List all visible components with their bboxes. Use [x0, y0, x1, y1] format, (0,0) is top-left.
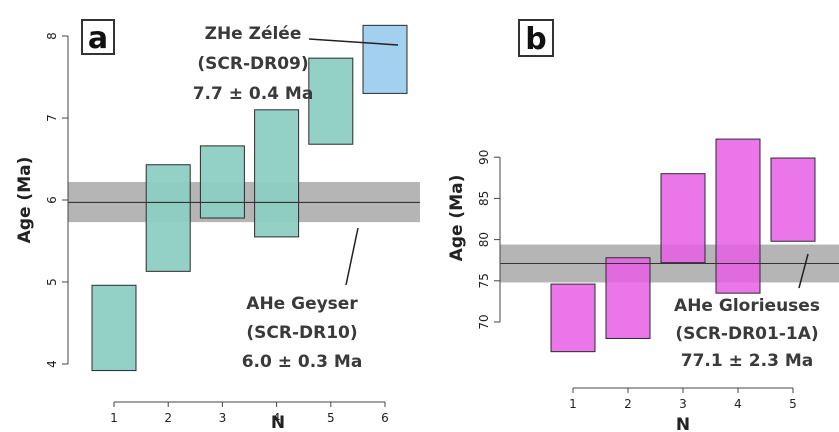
- y-tick-label-b-75: 75: [477, 273, 491, 288]
- x-tick-label-b-4: 4: [734, 397, 742, 411]
- panel-letter-a: a: [88, 21, 108, 56]
- annotation-zhe-title: ZHe Zélée: [205, 24, 302, 44]
- x-tick-label-a-5: 5: [327, 411, 335, 425]
- age-bar-b-2: [605, 257, 651, 339]
- age-bar-b-1: [550, 283, 596, 353]
- x-tick-label-b-1: 1: [569, 397, 577, 411]
- age-bar-a-4: [254, 109, 300, 238]
- panel-letter-b: b: [525, 22, 546, 57]
- age-bars-a: [68, 24, 420, 372]
- x-axis-label-b: N: [676, 415, 690, 432]
- y-tick-label-b-80: 80: [477, 232, 491, 247]
- annotation-glorieuses-title: AHe Glorieuses: [674, 296, 820, 316]
- y-axis-label-b: Age (Ma): [447, 175, 467, 262]
- annotation-geyser-leader: [345, 227, 359, 286]
- annotation-glorieuses-leader: [798, 253, 809, 289]
- y-tick-label-a-4: 4: [45, 360, 59, 368]
- age-bar-a-1: [91, 284, 137, 372]
- age-bar-a-3: [199, 145, 245, 219]
- y-tick-label-a-5: 5: [45, 278, 59, 286]
- annotation-glorieuses-age: 77.1 ± 2.3 Ma: [681, 351, 813, 371]
- y-tick-label-b-85: 85: [477, 191, 491, 206]
- y-axis-label-a: Age (Ma): [15, 157, 35, 244]
- x-tick-label-b-5: 5: [789, 397, 797, 411]
- annotation-glorieuses-sample: (SCR-DR01-1A): [675, 324, 818, 344]
- annotation-zhe-leader: [308, 38, 399, 46]
- age-bar-a-5: [308, 57, 354, 145]
- x-tick-label-b-3: 3: [679, 397, 687, 411]
- x-tick-label-a-1: 1: [110, 411, 118, 425]
- age-bar-b-3: [660, 173, 706, 264]
- panel-letter-box-b: [518, 19, 554, 57]
- axes-b: 70 75 80 85 90 1 2 3 4 5: [477, 150, 797, 411]
- x-tick-label-a-6: 6: [381, 411, 389, 425]
- x-tick-label-a-4: 4: [273, 411, 281, 425]
- x-axis-label-a: N: [271, 413, 285, 432]
- y-tick-label-b-70: 70: [477, 314, 491, 329]
- annotation-geyser-title: AHe Geyser: [246, 294, 358, 314]
- annotation-geyser-age: 6.0 ± 0.3 Ma: [242, 352, 363, 372]
- panel-a: 4 5 6 7 8 1 2 3 4 5 6 a Age (Ma) N ZHe Zélée (SCR-…: [15, 19, 420, 432]
- y-tick-label-b-90: 90: [477, 150, 491, 165]
- x-tick-label-b-2: 2: [624, 397, 632, 411]
- annotation-geyser-sample: (SCR-DR10): [246, 323, 357, 343]
- age-bar-a-2: [145, 164, 191, 272]
- x-tick-label-a-2: 2: [164, 411, 172, 425]
- axes-a: 4 5 6 7 8 1 2 3 4 5 6: [45, 32, 389, 425]
- age-bars-b: [500, 138, 839, 353]
- annotation-zhe-age: 7.7 ± 0.4 Ma: [193, 84, 314, 104]
- panel-letter-box-a: [81, 19, 115, 55]
- y-tick-label-a-7: 7: [45, 114, 59, 122]
- y-tick-label-a-8: 8: [45, 32, 59, 40]
- y-tick-label-a-6: 6: [45, 196, 59, 204]
- age-bar-b-5: [770, 157, 816, 242]
- annotation-zhe-sample: (SCR-DR09): [197, 54, 308, 74]
- x-tick-label-a-3: 3: [219, 411, 227, 425]
- age-bar-b-4: [715, 138, 761, 294]
- age-bar-a-6: [362, 24, 408, 94]
- panel-b: 70 75 80 85 90 1 2 3 4 5 b Age (Ma) N AHe Glorieu…: [447, 19, 839, 432]
